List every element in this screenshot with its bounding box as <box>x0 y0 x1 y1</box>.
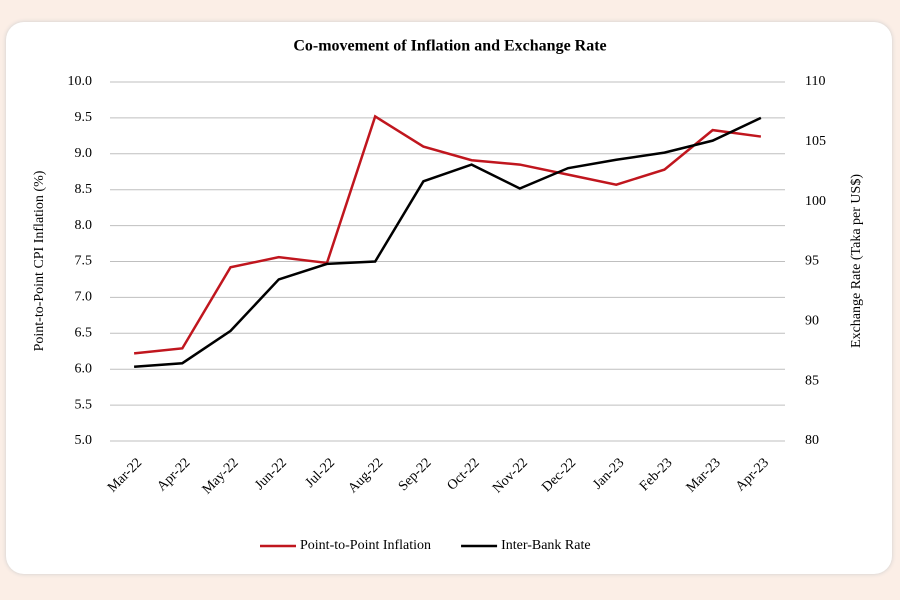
y2-tick-label: 100 <box>805 194 826 209</box>
x-tick-label: Apr-22 <box>154 455 193 494</box>
x-tick-label: Dec-22 <box>539 455 579 495</box>
x-tick-label: Oct-22 <box>445 455 483 493</box>
y-tick-label: 10.0 <box>68 74 93 89</box>
y-tick-label: 8.5 <box>75 182 93 197</box>
y-tick-label: 5.5 <box>75 397 93 412</box>
x-tick-label: Aug-22 <box>345 455 386 496</box>
series-line <box>134 116 762 369</box>
y2-tick-label: 105 <box>805 134 826 149</box>
y-tick-label: 5.0 <box>75 433 93 448</box>
y2-tick-label: 95 <box>805 254 819 269</box>
x-tick-label: Jan-23 <box>590 455 627 492</box>
y-tick-label: 8.0 <box>75 218 93 233</box>
x-tick-label: Mar-23 <box>684 455 724 495</box>
x-tick-label: Nov-22 <box>490 455 531 496</box>
y-tick-label: 9.0 <box>75 146 93 161</box>
series-line <box>133 114 762 355</box>
legend-label: Inter-Bank Rate <box>501 538 591 553</box>
y2-tick-label: 80 <box>805 433 819 448</box>
y-tick-label: 7.5 <box>75 254 93 269</box>
y-tick-label: 7.0 <box>75 290 93 305</box>
x-tick-label: Mar-22 <box>105 455 145 495</box>
chart-title: Co-movement of Inflation and Exchange Ra… <box>293 38 606 55</box>
y2-tick-label: 90 <box>805 314 819 329</box>
y-tick-label: 9.5 <box>75 110 93 125</box>
x-tick-label: Apr-23 <box>733 455 772 494</box>
y2-tick-label: 110 <box>805 74 825 89</box>
y-tick-label: 6.5 <box>75 326 93 341</box>
y2-axis-label: Exchange Rate (Taka per US$) <box>849 174 864 348</box>
x-tick-label: Jun-22 <box>252 455 290 493</box>
y-axis-label: Point-to-Point CPI Inflation (%) <box>32 170 47 351</box>
x-tick-label: Feb-23 <box>637 455 676 494</box>
card <box>6 22 892 574</box>
x-tick-label: Jul-22 <box>303 455 338 490</box>
x-tick-label: May-22 <box>200 455 242 497</box>
legend-label: Point-to-Point Inflation <box>300 538 431 553</box>
y-tick-label: 6.0 <box>75 361 93 376</box>
x-tick-label: Sep-22 <box>396 455 435 494</box>
y2-tick-label: 85 <box>805 373 819 388</box>
